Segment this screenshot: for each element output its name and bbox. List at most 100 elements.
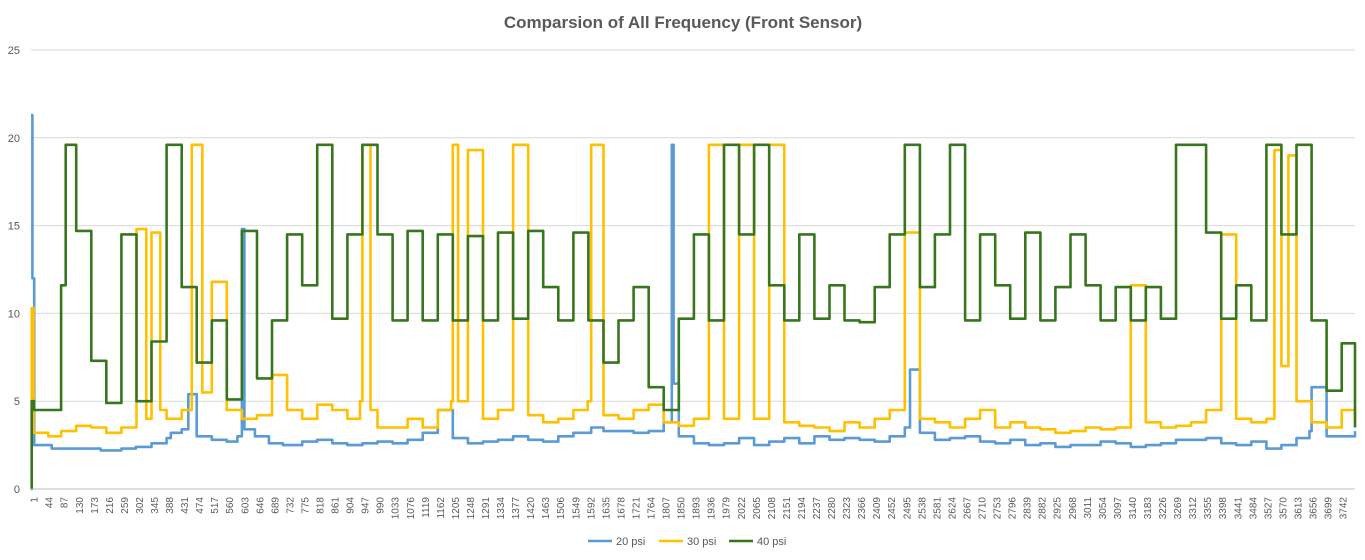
- series-line-30-psi: [30, 143, 1357, 438]
- x-tick-label: 2022: [737, 497, 748, 520]
- x-tick-label: 259: [120, 497, 131, 514]
- x-tick-label: 2495: [902, 497, 913, 520]
- series-line-20-psi: [31, 113, 1357, 452]
- x-tick-label: 689: [270, 497, 281, 514]
- x-tick-label: 1936: [707, 497, 718, 520]
- x-tick-label: 2151: [782, 497, 793, 520]
- x-tick-label: 1506: [556, 497, 567, 520]
- x-tick-label: 2280: [827, 497, 838, 520]
- x-tick-label: 990: [376, 497, 387, 514]
- x-tick-label: 1: [30, 497, 41, 503]
- x-tick-label: 3699: [1324, 497, 1335, 520]
- x-tick-label: 2409: [872, 497, 883, 520]
- x-tick-label: 2581: [932, 497, 943, 520]
- x-tick-label: 1119: [421, 497, 432, 518]
- x-tick-label: 3140: [1128, 497, 1139, 520]
- x-tick-label: 87: [60, 497, 71, 509]
- x-tick-label: 3011: [1083, 497, 1094, 519]
- x-tick-label: 2237: [812, 497, 823, 520]
- x-tick-label: 2323: [842, 497, 853, 520]
- x-tick-label: 3054: [1098, 497, 1109, 520]
- x-tick-label: 3269: [1173, 497, 1184, 520]
- x-tick-label: 3484: [1248, 497, 1259, 520]
- x-tick-label: 3527: [1263, 497, 1274, 520]
- x-tick-label: 517: [210, 497, 221, 514]
- x-tick-label: 2882: [1038, 497, 1049, 520]
- x-tick-label: 560: [225, 497, 236, 514]
- x-tick-label: 130: [75, 497, 86, 514]
- x-tick-label: 1549: [571, 497, 582, 520]
- y-tick-label: 0: [14, 484, 20, 496]
- x-tick-label: 2667: [962, 497, 973, 520]
- x-tick-label: 775: [300, 497, 311, 514]
- x-tick-label: 2753: [993, 497, 1004, 520]
- x-tick-label: 431: [180, 497, 191, 514]
- x-tick-label: 1979: [722, 497, 733, 520]
- x-tick-label: 861: [331, 497, 342, 514]
- y-tick-label: 20: [8, 133, 20, 145]
- y-tick-label: 15: [8, 221, 20, 233]
- x-tick-label: 2538: [917, 497, 928, 520]
- x-tick-label: 345: [150, 497, 161, 514]
- x-tick-label: 3226: [1158, 497, 1169, 520]
- x-tick-label: 1162: [436, 497, 447, 519]
- legend-label: 40 psi: [757, 536, 786, 548]
- x-tick-label: 2624: [947, 497, 958, 520]
- legend-label: 30 psi: [687, 536, 716, 548]
- legend: 20 psi 30 psi 40 psi: [588, 536, 786, 548]
- x-tick-label: 2194: [797, 497, 808, 520]
- x-tick-label: 474: [195, 497, 206, 514]
- x-tick-label: 2710: [978, 497, 989, 520]
- x-tick-label: 2968: [1068, 497, 1079, 520]
- x-tick-label: 732: [285, 497, 296, 514]
- x-tick-label: 2452: [887, 497, 898, 520]
- x-tick-label: 603: [240, 497, 251, 514]
- x-tick-label: 3355: [1203, 497, 1214, 520]
- x-tick-label: 1334: [496, 497, 507, 520]
- x-tick-label: 1377: [511, 497, 522, 520]
- x-tick-label: 1420: [526, 497, 537, 520]
- x-tick-label: 2839: [1023, 497, 1034, 520]
- x-tick-label: 1893: [692, 497, 703, 520]
- y-tick-label: 5: [14, 396, 20, 408]
- x-tick-label: 1248: [466, 497, 477, 520]
- x-tick-label: 1850: [677, 497, 688, 520]
- y-tick-label: 25: [8, 45, 20, 57]
- x-tick-label: 3613: [1293, 497, 1304, 520]
- x-tick-label: 3441: [1233, 497, 1244, 520]
- gridlines: [31, 49, 1355, 402]
- x-tick-label: 1807: [662, 497, 673, 520]
- x-tick-label: 1205: [451, 497, 462, 520]
- x-tick-label: 1592: [586, 497, 597, 520]
- x-tick-label: 3570: [1278, 497, 1289, 520]
- x-tick-label: 1635: [601, 497, 612, 520]
- x-tick-label: 388: [165, 497, 176, 514]
- x-tick-label: 1764: [647, 497, 658, 520]
- x-tick-label: 3183: [1143, 497, 1154, 520]
- x-tick-label: 173: [90, 497, 101, 514]
- x-tick-label: 3398: [1218, 497, 1229, 520]
- y-axis-ticks: 0 5 10 15 20 25: [8, 45, 20, 496]
- x-tick-label: 818: [316, 497, 327, 514]
- x-tick-label: 1033: [391, 497, 402, 520]
- x-tick-label: 646: [255, 497, 266, 514]
- x-tick-label: 904: [346, 497, 357, 514]
- x-tick-label: 1076: [406, 497, 417, 520]
- x-tick-label: 2796: [1008, 497, 1019, 520]
- x-tick-label: 1721: [631, 497, 642, 520]
- y-tick-label: 10: [8, 308, 20, 320]
- x-tick-label: 1291: [481, 497, 492, 520]
- x-tick-label: 947: [361, 497, 372, 514]
- x-tick-label: 1678: [616, 497, 627, 520]
- x-tick-label: 3312: [1188, 497, 1199, 520]
- x-tick-label: 1463: [541, 497, 552, 520]
- x-tick-label: 2366: [857, 497, 868, 520]
- chart-title: Comparsion of All Frequency (Front Senso…: [504, 13, 862, 32]
- series-line-40-psi: [30, 143, 1357, 491]
- x-tick-label: 216: [105, 497, 116, 514]
- x-tick-label: 44: [45, 497, 56, 509]
- x-tick-label: 2065: [752, 497, 763, 520]
- x-tick-label: 3097: [1113, 497, 1124, 520]
- x-tick-label: 302: [135, 497, 146, 514]
